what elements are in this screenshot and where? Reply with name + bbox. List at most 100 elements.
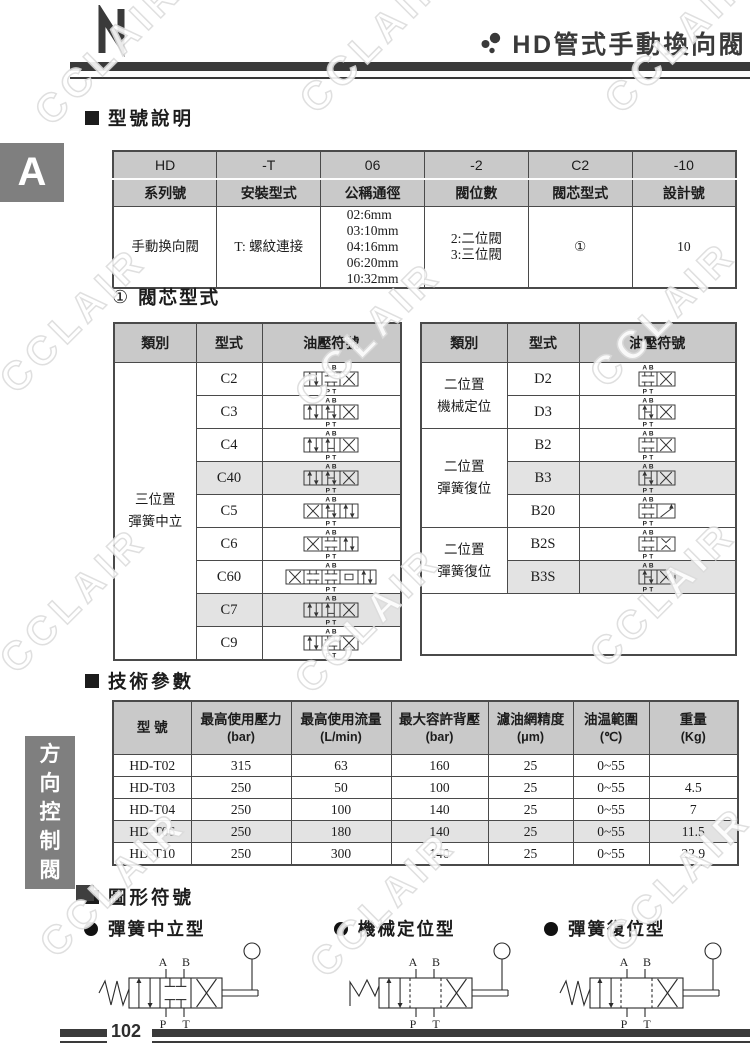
- svg-text:A: A: [643, 398, 648, 405]
- empty-cell: [420, 593, 737, 656]
- square-bullet-icon: [85, 674, 99, 688]
- model-table: HD -T 06 -2 C2 -10 系列號 安裝型式 公稱通徑 閥位數 閥芯型式 設計號 手動换向閥 T…: [112, 150, 737, 289]
- svg-text:A: A: [643, 431, 648, 438]
- svg-text:B: B: [332, 563, 337, 570]
- value-cell: 22.9: [648, 842, 739, 866]
- spool-table-left: 類別 型式 油壓符號 三位置 彈簧中立 C2 A B P T C3 A B P T C4 A B P T C40 A B P T…: [113, 322, 402, 661]
- svg-text:P: P: [643, 389, 648, 396]
- svg-text:P: P: [643, 488, 648, 495]
- diagram-label: 彈簧中立型: [84, 916, 206, 941]
- table-row: C5 A B P T: [114, 494, 402, 528]
- value-cell: 250: [190, 798, 292, 821]
- value-cell: 140: [390, 842, 489, 866]
- value-cell: 300: [290, 842, 392, 866]
- svg-text:T: T: [182, 1017, 190, 1031]
- svg-text:T: T: [332, 554, 336, 561]
- svg-text:B: B: [649, 497, 654, 504]
- svg-text:T: T: [649, 389, 653, 396]
- svg-text:P: P: [326, 455, 331, 462]
- spool-type-cell: B2: [506, 428, 580, 462]
- spool-type-cell: B3S: [506, 560, 580, 594]
- value-cell: 0~55: [572, 754, 650, 777]
- svg-text:B: B: [332, 596, 337, 603]
- value-cell: 100: [290, 798, 392, 821]
- spool-type-cell: C9: [195, 626, 263, 661]
- section-heading-text: 型號說明: [108, 108, 195, 129]
- value-cell: 7: [648, 798, 739, 821]
- value-cell: 0~55: [572, 798, 650, 821]
- footer-bar-right: [152, 1029, 750, 1037]
- column-header: 類別: [420, 322, 508, 363]
- diagram-label-text: 彈簧中立型: [108, 919, 206, 939]
- table-row: [420, 593, 737, 656]
- circled-one-icon: ①: [112, 286, 131, 307]
- svg-text:T: T: [432, 1017, 440, 1031]
- table-row: HD-T02 315 63 160 25 0~55: [112, 754, 739, 777]
- svg-text:A: A: [159, 955, 168, 969]
- value-cell: 11.5: [648, 820, 739, 843]
- svg-text:P: P: [326, 389, 331, 396]
- value-cell: 25: [487, 754, 574, 777]
- column-header: 油壓符號: [578, 322, 737, 363]
- table-row: C9 A B P T: [114, 626, 402, 661]
- table-row: HD-T10 250 300 140 25 0~55 22.9: [112, 842, 739, 866]
- svg-text:P: P: [410, 1017, 417, 1031]
- svg-text:A: A: [326, 629, 331, 636]
- column-header: 油壓符號: [261, 322, 402, 363]
- spool-type-cell: B2S: [506, 527, 580, 561]
- column-header: 最高使用壓力 (bar): [190, 700, 292, 755]
- value-cell: 50: [290, 776, 392, 799]
- svg-text:A: A: [326, 563, 331, 570]
- spool-group-cell: 二位置 彈簧復位: [420, 527, 508, 594]
- table-row: HD-T03 250 50 100 25 0~55 4.5: [112, 776, 739, 799]
- value-cell: 25: [487, 776, 574, 799]
- svg-text:P: P: [643, 521, 648, 528]
- spool-table-right: 類別 型式 油壓符號 二位置 機械定位 D2 A B P T D3 A B P T 二位置 彈簧復位 B2 A B P T…: [420, 322, 737, 656]
- column-header: 濾油網精度 (μm): [487, 700, 574, 755]
- svg-text:T: T: [649, 521, 653, 528]
- spool-type-cell: B20: [506, 494, 580, 528]
- value-cell: 0~55: [572, 776, 650, 799]
- model-code-cell: 06: [320, 150, 425, 180]
- model-label-cell: 公稱通徑: [320, 178, 425, 207]
- svg-text:B: B: [649, 431, 654, 438]
- circle-bullet-icon: [544, 921, 558, 936]
- sidebar-vertical-text: 方向控制閥: [39, 743, 61, 882]
- section-heading-text: 圖形符號: [108, 887, 195, 908]
- column-header: 型式: [195, 322, 263, 363]
- spool-type-cell: C7: [195, 593, 263, 627]
- svg-text:T: T: [332, 587, 336, 594]
- svg-text:P: P: [326, 488, 331, 495]
- model-name-cell: HD-T04: [112, 798, 192, 821]
- footer-bar-left: [60, 1029, 107, 1037]
- spool-type-cell: D3: [506, 395, 580, 429]
- value-cell: 250: [190, 820, 292, 843]
- spool-type-cell: C2: [195, 362, 263, 396]
- svg-text:T: T: [649, 422, 653, 429]
- svg-text:A: A: [643, 464, 648, 471]
- table-row: B3 A B P T: [421, 461, 737, 495]
- svg-text:B: B: [332, 431, 337, 438]
- spool-type-cell: C60: [195, 560, 263, 594]
- page-title-row: HD管式手動換向閥: [481, 25, 746, 61]
- column-header: 型 號: [112, 700, 192, 755]
- table-row: C40 A B P T: [114, 461, 402, 495]
- svg-text:P: P: [326, 620, 331, 627]
- svg-text:T: T: [643, 1017, 651, 1031]
- svg-text:B: B: [332, 497, 337, 504]
- svg-text:B: B: [649, 563, 654, 570]
- value-cell: 180: [290, 820, 392, 843]
- model-name-cell: HD-T03: [112, 776, 192, 799]
- model-value-cell: 2:二位閥 3:三位閥: [423, 205, 529, 289]
- spool-type-cell: C6: [195, 527, 263, 561]
- table-row: 類別 型式 油壓符號: [420, 322, 737, 363]
